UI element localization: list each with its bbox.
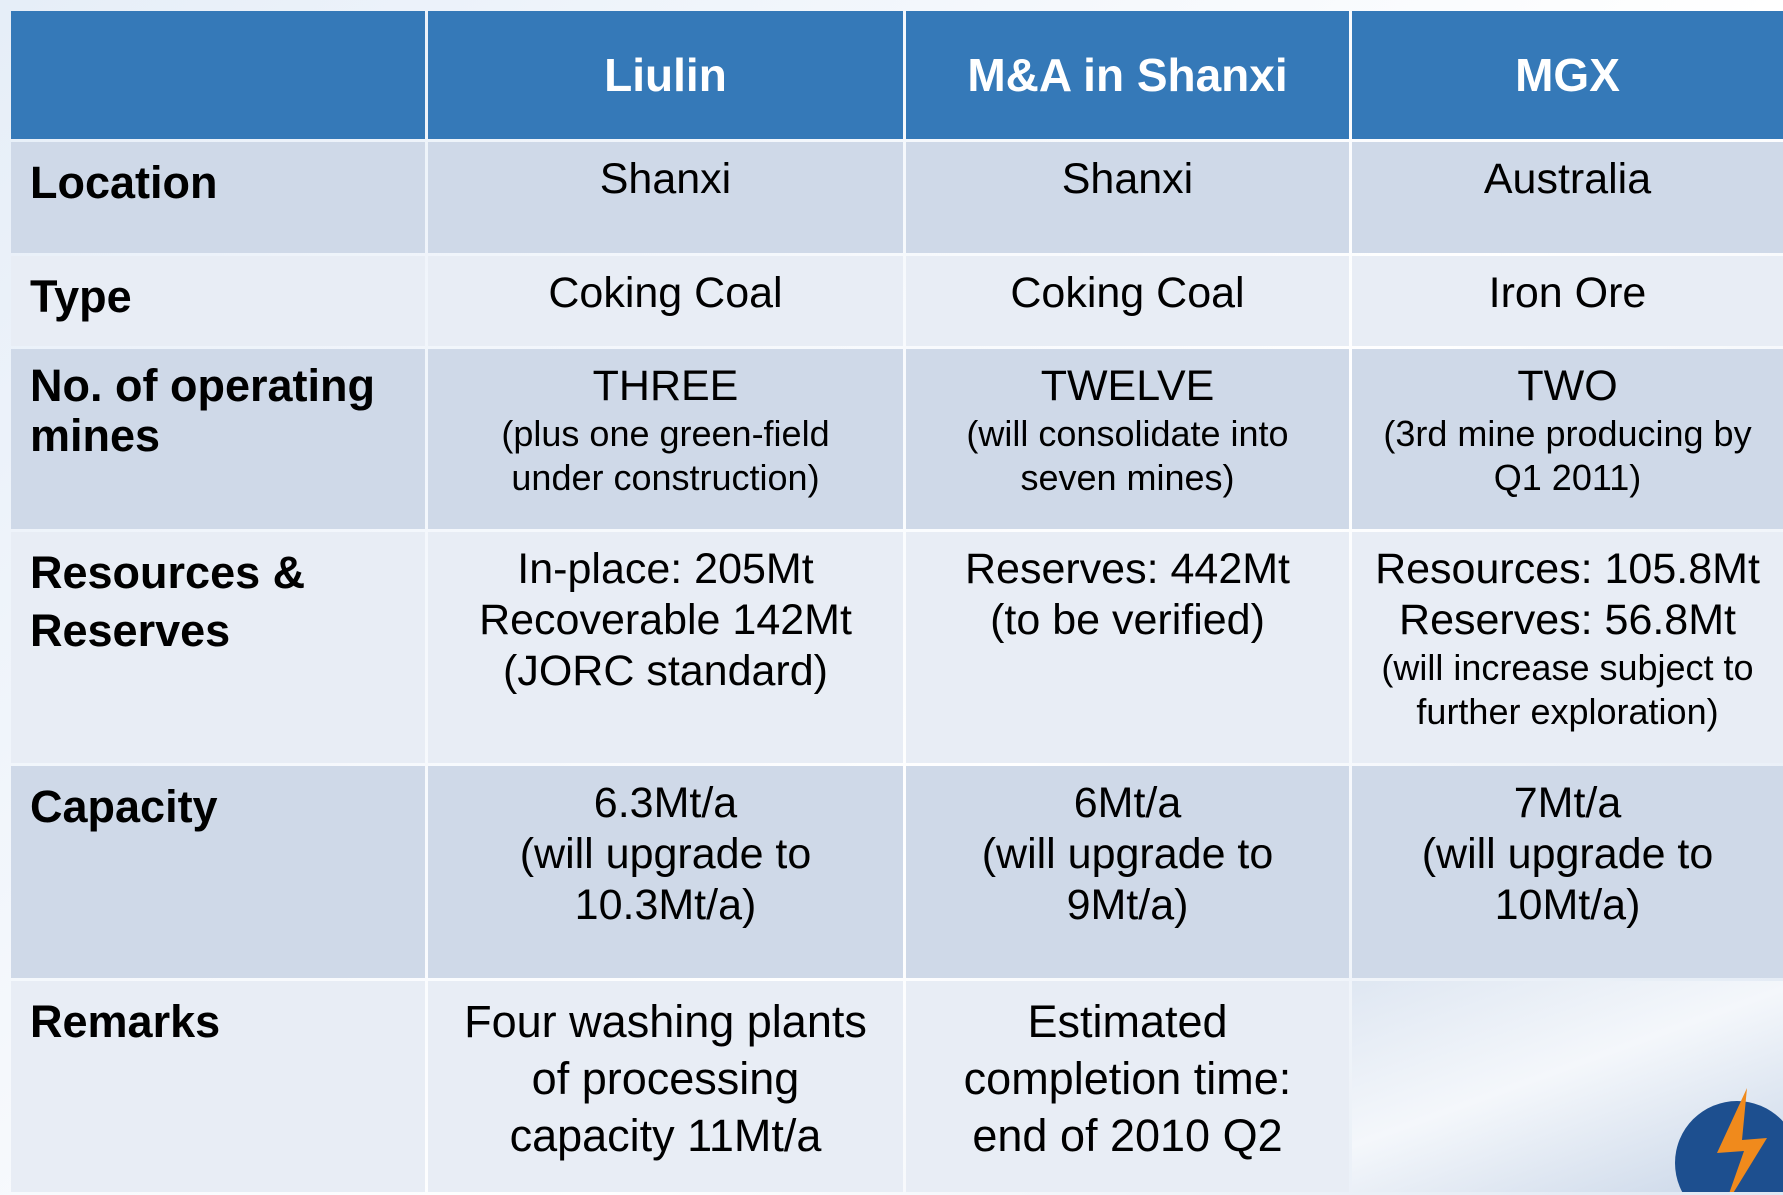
table-cell: Reserves: 442Mt (to be verified)	[906, 532, 1349, 763]
cell-line: Shanxi	[1061, 155, 1194, 203]
cell-line: 7Mt/a	[1513, 779, 1622, 827]
logo-bolt	[1717, 1088, 1767, 1192]
cell-line: Shanxi	[599, 155, 732, 203]
cell-line: Resources: 105.8Mt	[1375, 545, 1760, 593]
cell-note: Q1 2011)	[1493, 457, 1642, 498]
cell-line: 6.3Mt/a	[593, 779, 738, 827]
table-cell	[1352, 981, 1783, 1192]
cell-line: completion time:	[963, 1053, 1292, 1104]
table-cell: Resources: 105.8Mt Reserves: 56.8Mt (will …	[1352, 532, 1783, 763]
cell-line: capacity 11Mt/a	[509, 1110, 822, 1161]
table-cell: In-place: 205Mt Recoverable 142Mt (JORC st…	[428, 532, 903, 763]
cell-line: (will upgrade to	[1421, 830, 1714, 878]
table-cell: TWO (3rd mine producing by Q1 2011)	[1352, 349, 1783, 529]
cell-note: seven mines)	[1020, 457, 1235, 498]
cell-line: Coking Coal	[1010, 269, 1245, 317]
cell-line: Coking Coal	[548, 269, 783, 317]
row-label: Location	[11, 142, 425, 253]
row-label: No. of operating mines	[11, 349, 425, 529]
table-cell: 7Mt/a (will upgrade to 10Mt/a)	[1352, 766, 1783, 978]
table-cell: Australia	[1352, 142, 1783, 253]
cell-line: (JORC standard)	[503, 647, 828, 695]
table-cell: Four washing plants of processing capacity…	[428, 981, 903, 1192]
cell-line: 9Mt/a)	[1066, 881, 1189, 929]
cell-line: end of 2010 Q2	[972, 1110, 1283, 1161]
cell-line: of processing	[531, 1053, 800, 1104]
table-cell: Iron Ore	[1352, 256, 1783, 346]
cell-line: TWO	[1517, 362, 1618, 410]
cell-note: (3rd mine producing by	[1383, 413, 1752, 454]
cell-line: Recoverable 142Mt	[479, 596, 852, 644]
cell-note: further exploration)	[1416, 691, 1719, 732]
cell-line: 10.3Mt/a)	[574, 881, 757, 929]
row-label: Resources & Reserves	[11, 532, 425, 763]
table-cell: Estimated completion time: end of 2010 Q2	[906, 981, 1349, 1192]
cell-line: TWELVE	[1040, 362, 1215, 410]
table-cell: Shanxi	[906, 142, 1349, 253]
table-cell: 6.3Mt/a (will upgrade to 10.3Mt/a)	[428, 766, 903, 978]
table-cell: Shanxi	[428, 142, 903, 253]
cell-line: (will upgrade to	[519, 830, 812, 878]
column-header: MGX	[1352, 11, 1783, 139]
cell-line: In-place: 205Mt	[517, 545, 814, 593]
row-label: Capacity	[11, 766, 425, 978]
table-cell: THREE (plus one green-field under construc…	[428, 349, 903, 529]
cell-line: Reserves: 56.8Mt	[1399, 596, 1736, 644]
cell-line: Four washing plants	[464, 996, 867, 1047]
column-header: Liulin	[428, 11, 903, 139]
cell-line: Estimated	[1027, 996, 1228, 1047]
row-label: Remarks	[11, 981, 425, 1192]
cell-line: Reserves: 442Mt	[964, 545, 1291, 593]
cell-line: THREE	[592, 362, 739, 410]
cell-note: (will consolidate into	[966, 413, 1289, 454]
cell-note: (plus one green-field	[501, 413, 830, 454]
table-cell: Coking Coal	[906, 256, 1349, 346]
cell-line: Australia	[1483, 155, 1652, 203]
header-corner	[11, 11, 425, 139]
logo	[1675, 1088, 1783, 1192]
table-cell: 6Mt/a (will upgrade to 9Mt/a)	[906, 766, 1349, 978]
column-header: M&A in Shanxi	[906, 11, 1349, 139]
row-label: Type	[11, 256, 425, 346]
cell-line: Iron Ore	[1488, 269, 1647, 317]
cell-line: (to be verified)	[990, 596, 1265, 644]
table-cell: TWELVE (will consolidate into seven mines)	[906, 349, 1349, 529]
cell-line: (will upgrade to	[981, 830, 1274, 878]
cell-note: under construction)	[511, 457, 820, 498]
cell-note: (will increase subject to	[1381, 647, 1754, 688]
table-cell: Coking Coal	[428, 256, 903, 346]
cell-line: 6Mt/a	[1073, 779, 1182, 827]
cell-line: 10Mt/a)	[1494, 881, 1641, 929]
